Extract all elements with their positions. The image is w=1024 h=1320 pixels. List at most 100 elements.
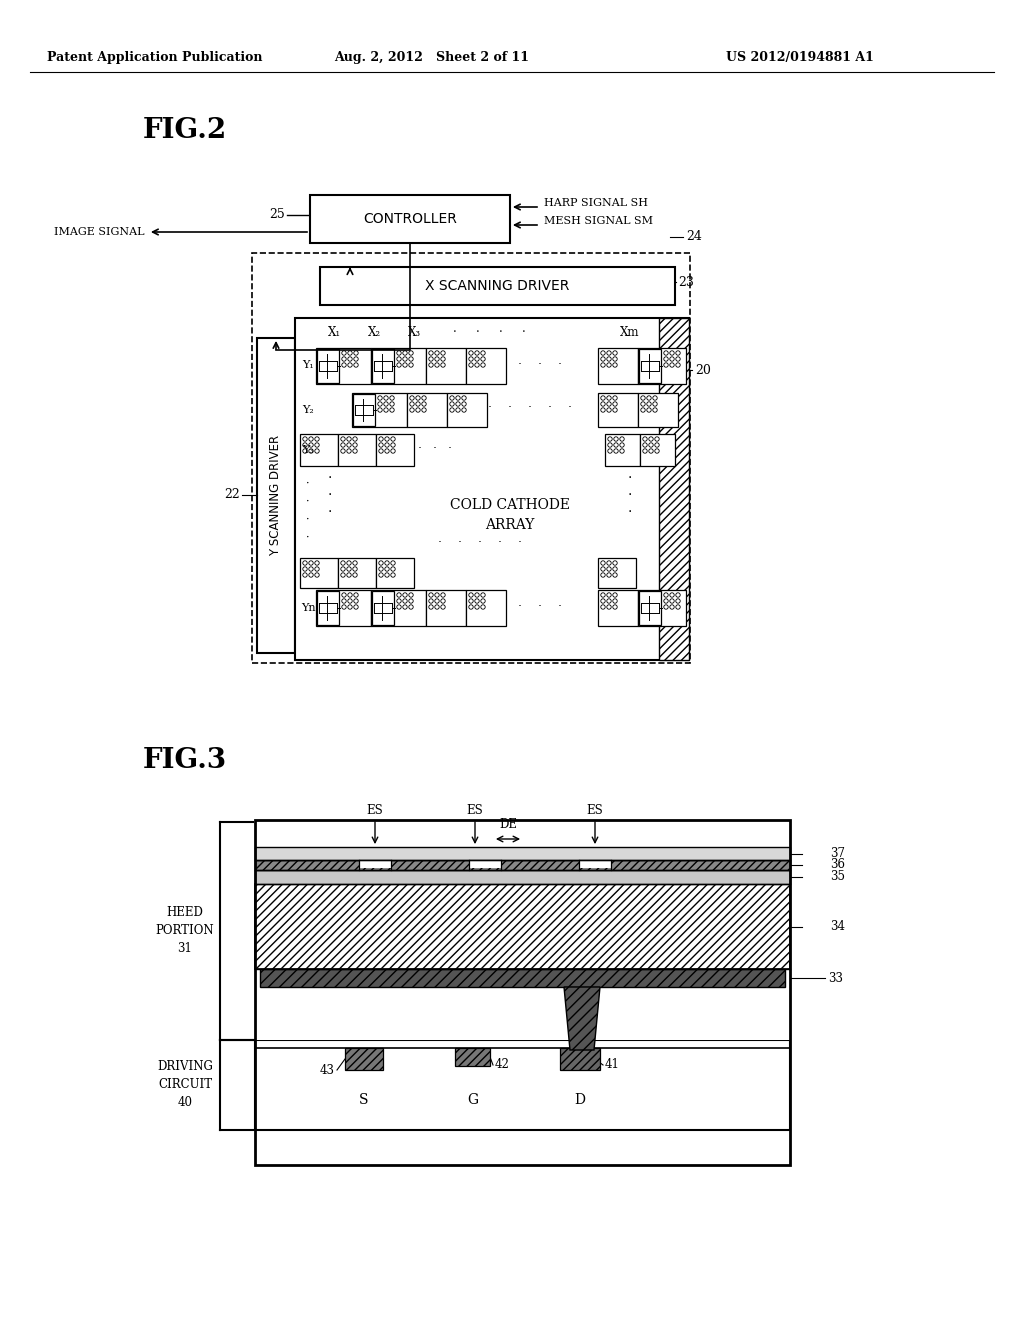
Bar bbox=[252, 253, 690, 663]
Bar bbox=[371, 590, 426, 626]
Text: 43: 43 bbox=[319, 1064, 335, 1077]
Bar bbox=[598, 590, 638, 626]
Text: ·: · bbox=[454, 326, 457, 338]
Text: 36: 36 bbox=[830, 858, 845, 871]
Bar bbox=[316, 348, 371, 384]
Text: ·: · bbox=[518, 536, 522, 549]
Text: CONTROLLER: CONTROLLER bbox=[364, 213, 457, 226]
Text: ·: · bbox=[538, 601, 542, 614]
Bar bbox=[255, 969, 790, 1040]
Bar bbox=[376, 558, 414, 587]
Text: ·: · bbox=[328, 471, 332, 484]
Text: ·: · bbox=[558, 601, 562, 614]
Bar bbox=[598, 348, 638, 384]
Text: Xm: Xm bbox=[621, 326, 640, 338]
Bar bbox=[255, 1040, 790, 1130]
Bar bbox=[426, 348, 466, 384]
Bar bbox=[598, 393, 638, 426]
Bar bbox=[639, 591, 662, 624]
Text: ·: · bbox=[508, 401, 512, 414]
Text: DRIVING
CIRCUIT
40: DRIVING CIRCUIT 40 bbox=[157, 1060, 213, 1110]
Text: ·: · bbox=[538, 359, 542, 371]
Text: DE: DE bbox=[499, 818, 517, 832]
Bar bbox=[371, 348, 426, 384]
Text: X SCANNING DRIVER: X SCANNING DRIVER bbox=[425, 279, 569, 293]
Bar bbox=[447, 393, 487, 426]
Text: Patent Application Publication: Patent Application Publication bbox=[47, 51, 263, 65]
Bar bbox=[310, 195, 510, 243]
Text: Y SCANNING DRIVER: Y SCANNING DRIVER bbox=[269, 434, 283, 556]
Bar bbox=[466, 348, 506, 384]
Text: G: G bbox=[467, 1093, 478, 1107]
Bar bbox=[255, 861, 790, 870]
Text: ·: · bbox=[306, 498, 309, 507]
Bar bbox=[407, 393, 447, 426]
Text: Y₁: Y₁ bbox=[302, 360, 314, 370]
Bar bbox=[300, 558, 338, 587]
Text: US 2012/0194881 A1: US 2012/0194881 A1 bbox=[726, 51, 873, 65]
Bar bbox=[466, 590, 506, 626]
Bar bbox=[638, 393, 678, 426]
Text: MESH SIGNAL SM: MESH SIGNAL SM bbox=[544, 216, 653, 226]
Text: D: D bbox=[574, 1093, 586, 1107]
Bar bbox=[372, 591, 394, 624]
Text: ·: · bbox=[488, 401, 492, 414]
Text: S: S bbox=[359, 1093, 369, 1107]
Bar bbox=[638, 590, 686, 626]
Text: X₃: X₃ bbox=[409, 326, 422, 338]
Text: Y₂: Y₂ bbox=[302, 405, 314, 414]
Bar bbox=[638, 348, 686, 384]
Text: HEED
PORTION
31: HEED PORTION 31 bbox=[156, 907, 214, 956]
Text: ·: · bbox=[433, 442, 437, 455]
Bar bbox=[579, 861, 611, 869]
Bar bbox=[659, 318, 689, 660]
Text: ·: · bbox=[528, 401, 532, 414]
Text: ·: · bbox=[449, 442, 452, 455]
Bar bbox=[372, 348, 394, 383]
Text: 22: 22 bbox=[224, 488, 240, 502]
Text: ·: · bbox=[478, 536, 482, 549]
Bar bbox=[260, 969, 785, 987]
Bar bbox=[469, 861, 501, 869]
Text: ·: · bbox=[568, 401, 572, 414]
Bar bbox=[338, 558, 376, 587]
Text: ·: · bbox=[558, 359, 562, 371]
Text: ·: · bbox=[306, 479, 309, 488]
Bar bbox=[255, 870, 790, 884]
Bar bbox=[605, 434, 640, 466]
Bar bbox=[376, 434, 414, 466]
Text: ·: · bbox=[498, 536, 502, 549]
Text: FIG.2: FIG.2 bbox=[143, 116, 227, 144]
Text: ·: · bbox=[418, 442, 422, 455]
Text: 34: 34 bbox=[830, 920, 845, 933]
Text: ·: · bbox=[548, 401, 552, 414]
Bar bbox=[345, 1048, 383, 1071]
Text: X₁: X₁ bbox=[329, 326, 342, 338]
Bar bbox=[426, 590, 466, 626]
Bar bbox=[359, 861, 391, 869]
Text: 42: 42 bbox=[495, 1059, 510, 1072]
Text: ES: ES bbox=[587, 804, 603, 817]
Text: HARP SIGNAL SH: HARP SIGNAL SH bbox=[544, 198, 648, 209]
Bar bbox=[317, 591, 339, 624]
Text: ·: · bbox=[458, 536, 462, 549]
Text: IMAGE SIGNAL: IMAGE SIGNAL bbox=[54, 227, 145, 238]
Text: ·: · bbox=[628, 506, 632, 519]
Bar bbox=[639, 348, 662, 383]
Bar bbox=[560, 1048, 600, 1071]
Text: 33: 33 bbox=[828, 972, 843, 985]
Bar bbox=[300, 434, 338, 466]
Text: 25: 25 bbox=[269, 209, 285, 222]
Bar bbox=[316, 590, 371, 626]
Bar bbox=[255, 847, 790, 861]
Text: ·: · bbox=[328, 488, 332, 502]
Text: ES: ES bbox=[467, 804, 483, 817]
Text: ·: · bbox=[499, 326, 503, 338]
Text: ·: · bbox=[518, 359, 522, 371]
Bar bbox=[255, 884, 790, 969]
Bar bbox=[352, 393, 407, 426]
Text: Aug. 2, 2012   Sheet 2 of 11: Aug. 2, 2012 Sheet 2 of 11 bbox=[335, 51, 529, 65]
Text: FIG.3: FIG.3 bbox=[143, 747, 227, 774]
Text: ·: · bbox=[328, 506, 332, 519]
Bar bbox=[319, 267, 675, 305]
